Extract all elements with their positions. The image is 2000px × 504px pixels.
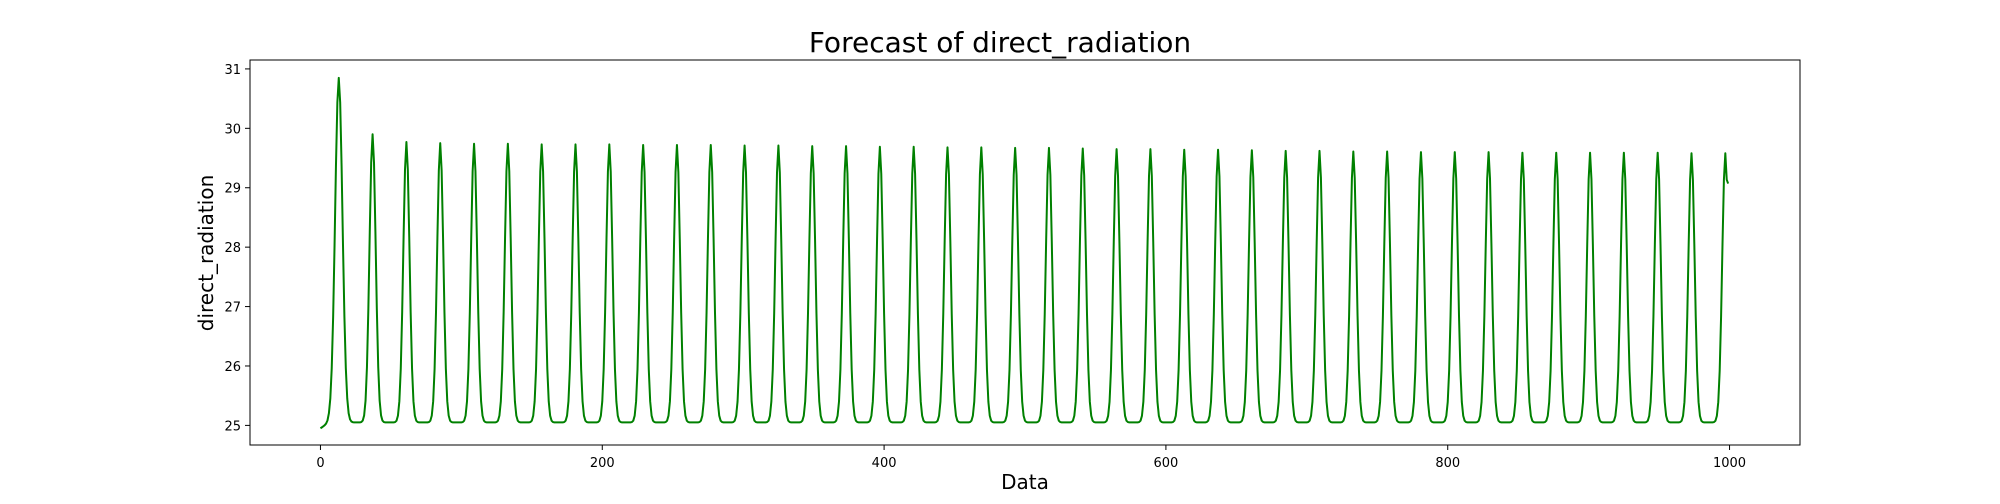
y-tick-label: 26 [224,360,241,375]
y-tick-label: 31 [224,63,241,78]
plot-frame [249,59,1801,446]
series-line [319,76,1730,430]
y-tick-label: 29 [224,182,241,197]
y-tick-label: 27 [224,301,241,316]
x-tick-label: 200 [590,456,615,471]
y-axis: 25 26 27 28 29 30 31 [224,63,250,434]
y-axis-label: direct_radiation [194,175,218,331]
x-tick-label: 1000 [1713,456,1746,471]
y-tick-label: 28 [224,241,241,256]
y-tick-label: 25 [224,419,241,434]
y-tick-label: 30 [224,122,241,137]
x-tick-label: 800 [1435,456,1460,471]
x-axis-label: Data [1001,470,1049,494]
x-axis: 0 200 400 600 800 1000 [316,445,1746,471]
x-tick-label: 600 [1153,456,1178,471]
x-tick-label: 400 [872,456,897,471]
x-tick-label: 0 [316,456,324,471]
chart-title: Forecast of direct_radiation [809,26,1191,59]
